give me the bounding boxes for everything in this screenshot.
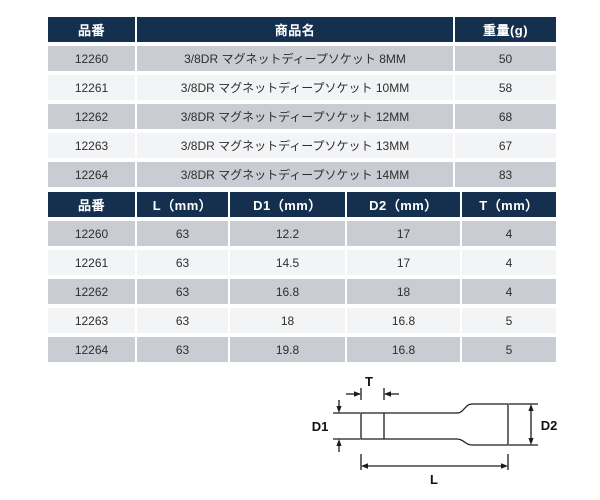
table2-header-t: T（mm） (462, 192, 556, 217)
table2-header-part-number: 品番 (48, 192, 135, 217)
table1-cell-part-number: 12262 (48, 104, 135, 129)
table1-cell-part-number: 12260 (48, 46, 135, 71)
table2-cell-d2: 17 (347, 250, 460, 275)
table2-cell-d2: 16.8 (347, 337, 460, 362)
table2-header-d2: D2（mm） (347, 192, 460, 217)
table1-header-product-name: 商品名 (137, 17, 453, 42)
table2-cell-length: 63 (137, 250, 228, 275)
table2-cell-length: 63 (137, 308, 228, 333)
dimensions-table: 品番 L（mm） D1（mm） D2（mm） T（mm） 12260 63 12… (48, 192, 556, 362)
table2-cell-t: 5 (462, 308, 556, 333)
table1-cell-weight: 68 (455, 104, 556, 129)
t-arrow-right-head (384, 391, 391, 397)
d1-arrow-top-head (336, 406, 342, 413)
spec-tables-container: 品番 商品名 重量(g) 12260 3/8DR マグネットディープソケット 8… (48, 17, 556, 362)
d2-arrow-top-head (528, 404, 534, 411)
table2-cell-part-number: 12262 (48, 279, 135, 304)
table1-cell-weight: 50 (455, 46, 556, 71)
d2-arrow-bottom-head (528, 438, 534, 445)
table1-cell-weight: 83 (455, 162, 556, 187)
table1-cell-product-name: 3/8DR マグネットディープソケット 13MM (137, 133, 453, 158)
table1-header-weight: 重量(g) (455, 17, 556, 42)
table2-cell-t: 4 (462, 279, 556, 304)
table2-cell-t: 5 (462, 337, 556, 362)
table2-cell-d1: 16.8 (230, 279, 345, 304)
table1-cell-part-number: 12263 (48, 133, 135, 158)
table1-cell-part-number: 12264 (48, 162, 135, 187)
table2-cell-d1: 19.8 (230, 337, 345, 362)
table2-cell-length: 63 (137, 279, 228, 304)
socket-body-outline (360, 403, 509, 446)
table2-cell-d1: 12.2 (230, 221, 345, 246)
t-arrow-left-head (354, 391, 361, 397)
table2-cell-t: 4 (462, 221, 556, 246)
table2-cell-length: 63 (137, 337, 228, 362)
table2-cell-d2: 17 (347, 221, 460, 246)
l-dimension-label: L (430, 472, 438, 487)
table1-cell-product-name: 3/8DR マグネットディープソケット 8MM (137, 46, 453, 71)
table2-header-d1: D1（mm） (230, 192, 345, 217)
table2-cell-part-number: 12264 (48, 337, 135, 362)
table2-cell-t: 4 (462, 250, 556, 275)
product-weight-table: 品番 商品名 重量(g) 12260 3/8DR マグネットディープソケット 8… (48, 17, 556, 187)
table1-cell-part-number: 12261 (48, 75, 135, 100)
table2-cell-d2: 16.8 (347, 308, 460, 333)
l-arrow-left-head (361, 463, 368, 469)
table1-cell-weight: 58 (455, 75, 556, 100)
table2-cell-d1: 14.5 (230, 250, 345, 275)
table2-cell-part-number: 12260 (48, 221, 135, 246)
table2-cell-part-number: 12263 (48, 308, 135, 333)
table1-cell-product-name: 3/8DR マグネットディープソケット 14MM (137, 162, 453, 187)
table1-cell-product-name: 3/8DR マグネットディープソケット 10MM (137, 75, 453, 100)
table1-header-part-number: 品番 (48, 17, 135, 42)
d1-arrow-bottom-head (336, 439, 342, 446)
table2-cell-length: 63 (137, 221, 228, 246)
table2-cell-part-number: 12261 (48, 250, 135, 275)
l-arrow-right-head (501, 463, 508, 469)
table2-cell-d2: 18 (347, 279, 460, 304)
table1-cell-product-name: 3/8DR マグネットディープソケット 12MM (137, 104, 453, 129)
socket-dimension-diagram: T D1 D2 L (312, 374, 558, 487)
d2-dimension-label: D2 (541, 418, 558, 433)
table2-header-length: L（mm） (137, 192, 228, 217)
table1-cell-weight: 67 (455, 133, 556, 158)
t-dimension-label: T (365, 374, 373, 389)
table2-cell-d1: 18 (230, 308, 345, 333)
d1-dimension-label: D1 (312, 419, 329, 434)
